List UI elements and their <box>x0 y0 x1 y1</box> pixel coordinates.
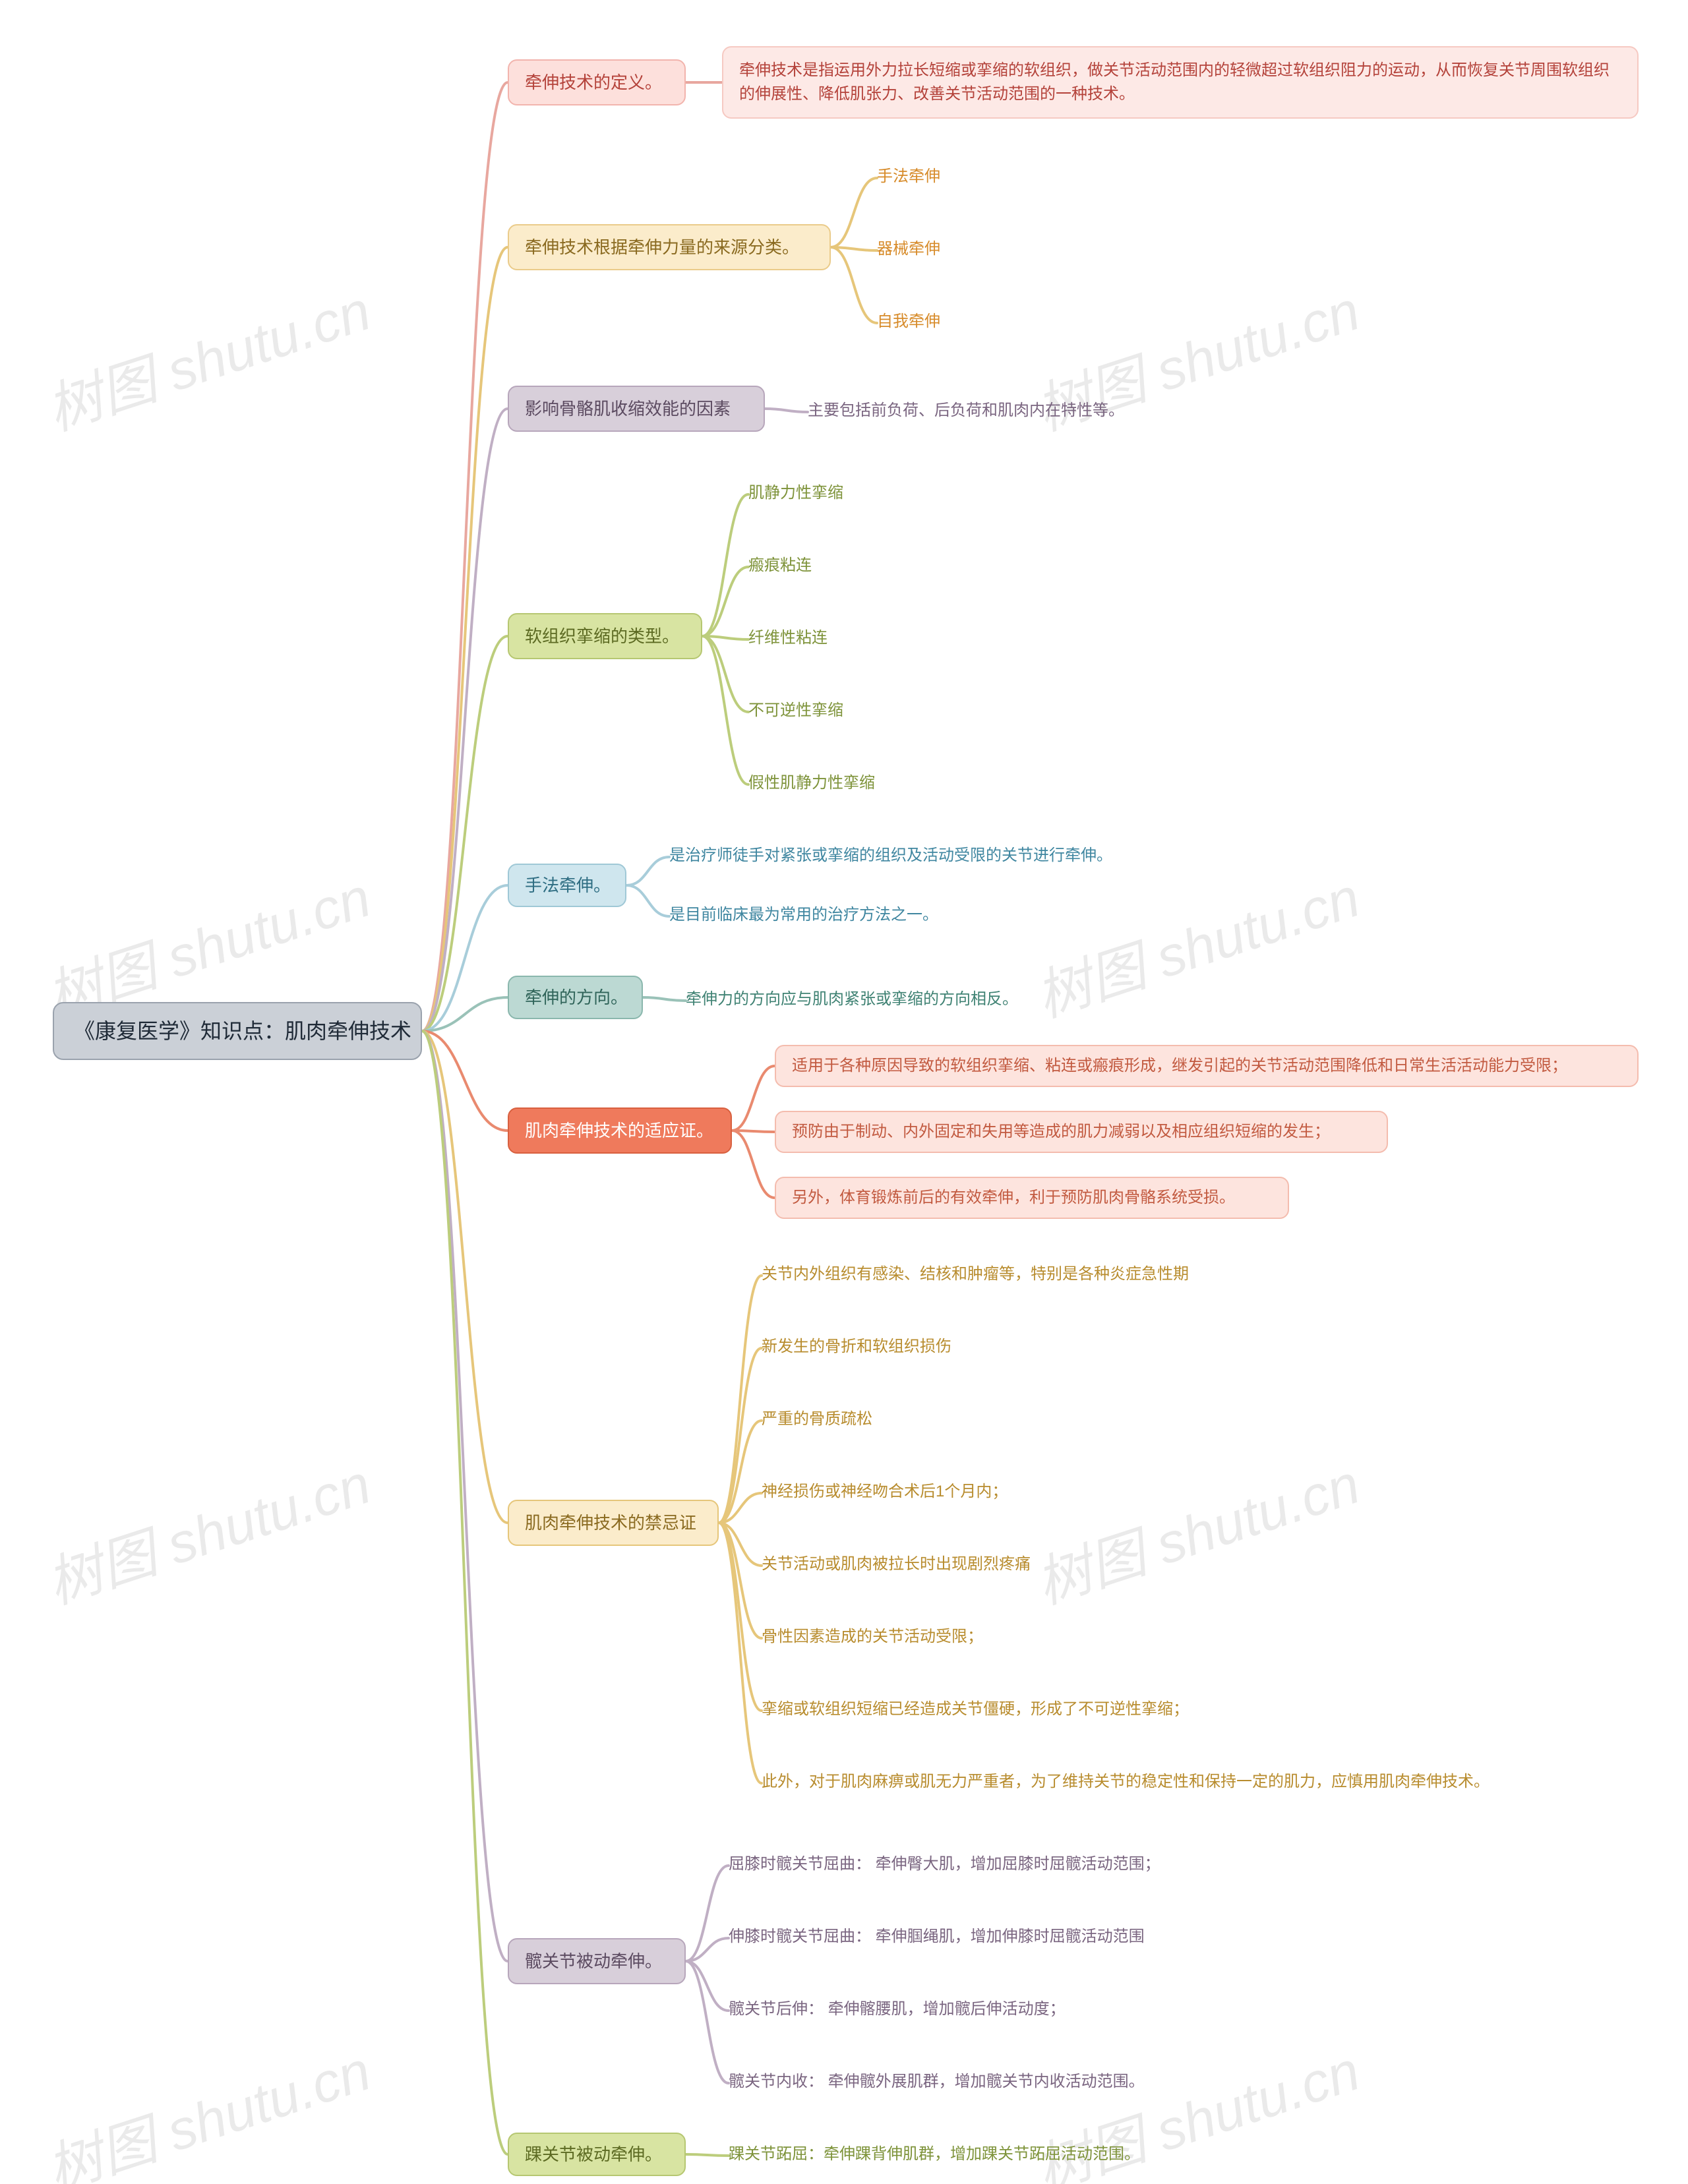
node-b9l4: 髋关节内收： 牵伸髋外展肌群，增加髋关节内收活动范围。 <box>729 2070 1309 2094</box>
node-b7: 肌肉牵伸技术的适应证。 <box>508 1107 732 1154</box>
node-b9l2: 伸膝时髋关节屈曲： 牵伸腘绳肌，增加伸膝时屈髋活动范围 <box>729 1925 1322 1949</box>
watermark: 树图 shutu.cn <box>1025 1440 1368 1619</box>
node-b4l3: 纤维性粘连 <box>748 626 893 650</box>
node-b9l1: 屈膝时髋关节屈曲： 牵伸臀大肌，增加屈膝时屈髋活动范围； <box>729 1852 1335 1876</box>
node-b8l3: 严重的骨质疏松 <box>762 1407 946 1431</box>
mindmap-canvas: 树图 shutu.cn 树图 shutu.cn 树图 shutu.cn 树图 shut… <box>0 0 1688 2184</box>
node-b8l5: 关节活动或肌肉被拉长时出现剧烈疼痛 <box>762 1552 1104 1576</box>
node-b5l2: 是目前临床最为常用的治疗方法之一。 <box>669 903 1012 927</box>
node-b7l3: 另外，体育锻炼前后的有效牵伸，利于预防肌肉骨骼系统受损。 <box>775 1177 1289 1219</box>
node-b8l6: 骨性因素造成的关节活动受限； <box>762 1625 1052 1649</box>
watermark: 树图 shutu.cn <box>36 2026 379 2184</box>
node-b5: 手法牵伸。 <box>508 864 626 907</box>
node-b8: 肌肉牵伸技术的禁忌证 <box>508 1500 719 1546</box>
node-b4l2: 瘢痕粘连 <box>748 554 880 577</box>
node-b2l1: 手法牵伸 <box>877 165 1009 189</box>
node-b3l1: 主要包括前负荷、后负荷和肌肉内在特性等。 <box>808 399 1217 423</box>
node-b8l4: 神经损伤或神经吻合术后1个月内； <box>762 1480 1078 1504</box>
node-b4l4: 不可逆性挛缩 <box>748 699 907 723</box>
node-b1l1: 牵伸技术是指运用外力拉长短缩或挛缩的软组织，做关节活动范围内的轻微超过软组织阻力… <box>722 46 1639 119</box>
node-b8l7: 挛缩或软组织短缩已经造成关节僵硬，形成了不可逆性挛缩； <box>762 1697 1263 1721</box>
node-b4: 软组织挛缩的类型。 <box>508 613 702 659</box>
node-b8l1: 关节内外组织有感染、结核和肿瘤等，特别是各种炎症急性期 <box>762 1262 1263 1286</box>
watermark: 树图 shutu.cn <box>36 1440 379 1619</box>
node-b3: 影响骨骼肌收缩效能的因素 <box>508 386 765 432</box>
node-b2l2: 器械牵伸 <box>877 237 1009 261</box>
node-b7l1: 适用于各种原因导致的软组织挛缩、粘连或瘢痕形成，继发引起的关节活动范围降低和日常… <box>775 1045 1639 1087</box>
node-b4l1: 肌静力性挛缩 <box>748 481 907 505</box>
node-b4l5: 假性肌静力性挛缩 <box>748 771 933 795</box>
node-b10: 踝关节被动牵伸。 <box>508 2133 686 2176</box>
node-b8l2: 新发生的骨折和软组织损伤 <box>762 1335 1025 1359</box>
watermark: 树图 shutu.cn <box>36 266 379 446</box>
node-b6l1: 牵伸力的方向应与肌肉紧张或挛缩的方向相反。 <box>686 988 1081 1011</box>
node-b10l1: 踝关节跖屈：牵伸踝背伸肌群，增加踝关节跖屈活动范围。 <box>729 2142 1230 2166</box>
node-b9l3: 髋关节后伸： 牵伸髂腰肌，增加髋后伸活动度； <box>729 1997 1230 2021</box>
node-root: 《康复医学》知识点：肌肉牵伸技术 <box>53 1002 422 1060</box>
node-b8l8: 此外，对于肌肉麻痹或肌无力严重者，为了维持关节的稳定性和保持一定的肌力，应慎用肌… <box>762 1770 1619 1794</box>
node-b7l2: 预防由于制动、内外固定和失用等造成的肌力减弱以及相应组织短缩的发生； <box>775 1111 1388 1153</box>
node-b2: 牵伸技术根据牵伸力量的来源分类。 <box>508 224 831 270</box>
node-b2l3: 自我牵伸 <box>877 310 1009 334</box>
node-b1: 牵伸技术的定义。 <box>508 59 686 105</box>
node-b9: 髋关节被动牵伸。 <box>508 1938 686 1984</box>
node-b5l1: 是治疗师徒手对紧张或挛缩的组织及活动受限的关节进行牵伸。 <box>669 844 1184 868</box>
node-b6: 牵伸的方向。 <box>508 976 643 1019</box>
